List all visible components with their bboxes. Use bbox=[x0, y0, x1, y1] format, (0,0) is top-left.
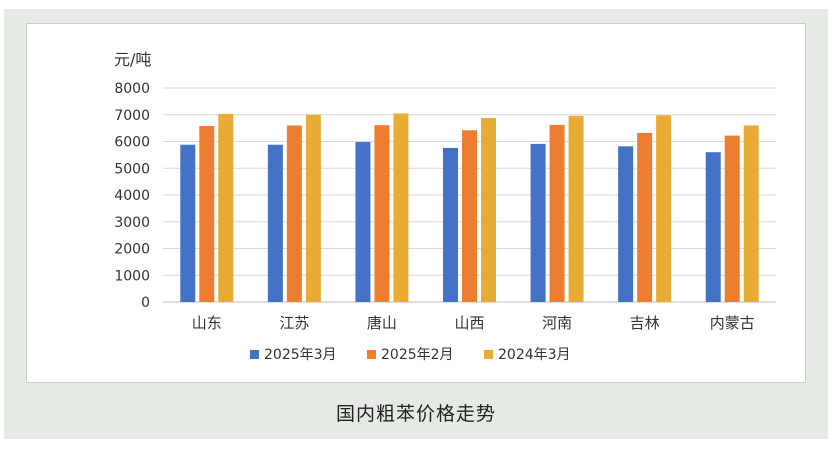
x-tick-label: 河南 bbox=[542, 314, 572, 332]
bar bbox=[199, 125, 215, 302]
legend-swatch bbox=[367, 350, 376, 359]
bar bbox=[724, 135, 740, 302]
y-tick-label: 5000 bbox=[114, 161, 150, 177]
y-tick-label: 1000 bbox=[114, 268, 150, 284]
bar bbox=[549, 124, 565, 302]
legend-label: 2025年3月 bbox=[264, 347, 337, 363]
bar bbox=[568, 115, 584, 302]
x-tick-label: 吉林 bbox=[630, 314, 660, 332]
legend-swatch bbox=[250, 350, 259, 359]
bar bbox=[180, 144, 196, 302]
x-tick-label: 山东 bbox=[192, 314, 222, 332]
y-tick-label: 0 bbox=[141, 295, 150, 311]
bar bbox=[705, 152, 721, 302]
y-tick-label: 4000 bbox=[114, 188, 150, 204]
bar bbox=[481, 117, 496, 303]
x-tick-label: 内蒙古 bbox=[710, 314, 755, 332]
bar bbox=[462, 130, 477, 302]
bar bbox=[637, 132, 653, 302]
y-axis-unit-label: 元/吨 bbox=[114, 50, 151, 69]
bar bbox=[618, 146, 634, 302]
y-tick-label: 3000 bbox=[114, 215, 150, 231]
y-tick-label: 8000 bbox=[114, 81, 150, 97]
bar bbox=[305, 114, 321, 302]
bar bbox=[218, 113, 234, 302]
bar bbox=[530, 143, 546, 302]
y-tick-label: 2000 bbox=[114, 242, 150, 258]
figure-caption: 国内粗苯价格走势 bbox=[335, 403, 496, 425]
x-tick-label: 江苏 bbox=[279, 314, 309, 332]
chart-panel bbox=[26, 23, 806, 383]
bar bbox=[267, 144, 283, 302]
legend-label: 2024年3月 bbox=[498, 347, 571, 363]
bar bbox=[443, 147, 458, 302]
bar bbox=[286, 125, 302, 302]
bar bbox=[355, 142, 371, 302]
legend-swatch bbox=[484, 350, 493, 359]
y-tick-label: 6000 bbox=[114, 135, 150, 151]
y-tick-label: 7000 bbox=[114, 108, 150, 124]
bar bbox=[374, 125, 390, 303]
x-tick-label: 山西 bbox=[454, 314, 484, 332]
bar bbox=[743, 125, 759, 302]
x-tick-label: 唐山 bbox=[367, 314, 397, 332]
figure-frame: 国内粗苯价格走势 bbox=[4, 9, 828, 439]
bar bbox=[393, 113, 409, 302]
bar bbox=[656, 115, 672, 302]
legend-label: 2025年2月 bbox=[381, 347, 454, 363]
